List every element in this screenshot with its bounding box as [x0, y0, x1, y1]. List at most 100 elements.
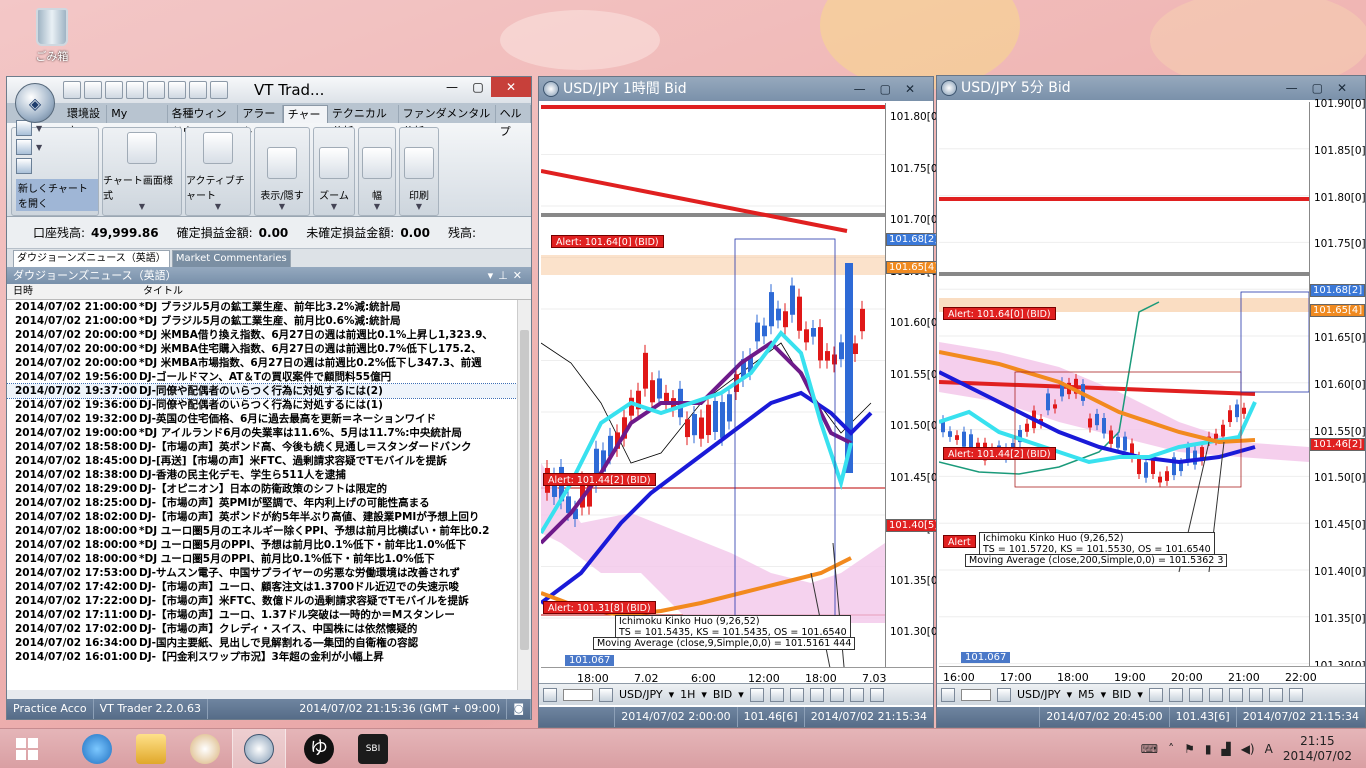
- keyboard-icon[interactable]: ⌨: [1140, 742, 1159, 756]
- news-row[interactable]: 2014/07/02 16:01:00 DJ-【円金利スワップ市況】3年超の金利が…: [7, 650, 531, 664]
- news-row[interactable]: 2014/07/02 17:22:00 DJ-【市場の声】米FTC、数億ドルの過剰…: [7, 594, 531, 608]
- order-icon[interactable]: [1148, 687, 1163, 702]
- tab-dj-news[interactable]: ダウジョーンズニュース（英語）: [13, 250, 170, 267]
- scroll-left-icon[interactable]: [543, 687, 557, 702]
- tab-fundamental[interactable]: ファンダメンタル分析: [399, 105, 496, 138]
- flag-icon[interactable]: ⚑: [1184, 742, 1195, 756]
- close-icon[interactable]: ✕: [1336, 81, 1361, 95]
- news-row[interactable]: 2014/07/02 17:53:00 DJ-サムスン電子、中国サプライヤーの劣悪…: [7, 566, 531, 580]
- news-row[interactable]: 2014/07/02 17:11:00 DJ-【市場の声】ユーロ、1.37ドル突破…: [7, 608, 531, 622]
- news-row[interactable]: 2014/07/02 18:00:00 *DJ ユーロ圏5月のエネルギー除くPPI…: [7, 524, 531, 538]
- side-select[interactable]: BID: [712, 688, 733, 701]
- start-button[interactable]: [0, 729, 54, 768]
- chart-5m-plot[interactable]: Alert: 101.64[0] (BID) Alert: 101.44[2] …: [939, 102, 1309, 668]
- chart-style-button[interactable]: チャート画面様式 ▼: [102, 127, 182, 216]
- ime-indicator[interactable]: A: [1264, 742, 1273, 756]
- taskbar-explorer[interactable]: [124, 729, 178, 768]
- chart-scroll[interactable]: [563, 688, 593, 701]
- active-chart-button[interactable]: アクティブチャート ▼: [185, 127, 251, 216]
- timeframe-select[interactable]: M5: [1078, 688, 1095, 701]
- tab-technical[interactable]: テクニカル分析: [328, 105, 399, 138]
- tool-icon[interactable]: [1288, 687, 1303, 702]
- tab-market-commentaries[interactable]: Market Commentaries: [171, 250, 291, 267]
- taskbar-clock[interactable]: 21:15 2014/07/02: [1282, 734, 1352, 763]
- tool-icon[interactable]: [1168, 687, 1183, 702]
- quick-tool-icon[interactable]: [168, 81, 186, 99]
- tool-icon[interactable]: [1228, 687, 1243, 702]
- news-row[interactable]: 2014/07/02 19:37:00 DJ-同僚や配偶者のいらつく行為に対処する…: [7, 383, 531, 399]
- scroll-left-icon[interactable]: [941, 687, 955, 702]
- tool-icon[interactable]: [789, 687, 804, 702]
- tool-icon[interactable]: [809, 687, 824, 702]
- volume-icon[interactable]: ◀): [1240, 742, 1255, 756]
- col-title[interactable]: タイトル: [143, 286, 183, 297]
- minimize-icon[interactable]: —: [1285, 81, 1312, 95]
- tab-windows[interactable]: 各種ウィンドウ: [168, 105, 239, 138]
- taskbar-app-yu[interactable]: ゆ: [292, 729, 346, 768]
- news-row[interactable]: 2014/07/02 19:32:00 DJ-英国の住宅価格、6月に過去最高を更新…: [7, 412, 531, 426]
- news-row[interactable]: 2014/07/02 18:58:00 DJ-【市場の声】英ポンド高、今後も続く見…: [7, 440, 531, 454]
- news-row[interactable]: 2014/07/02 18:25:00 DJ-【市場の声】英PMIが堅調で、年内利…: [7, 496, 531, 510]
- show-hide-button[interactable]: 表示/隠す ▼: [254, 127, 310, 216]
- alert-label[interactable]: Alert: 101.64[0] (BID): [551, 235, 664, 248]
- close-icon[interactable]: ✕: [512, 269, 527, 282]
- chart-icon[interactable]: [16, 139, 32, 155]
- news-row[interactable]: 2014/07/02 21:00:00 *DJ ブラジル5月の鉱工業生産、前年比3…: [7, 300, 531, 314]
- chart-1h-x-axis[interactable]: 18:00 7.02 6:00 12:00 18:00 7.03: [541, 667, 933, 685]
- news-row[interactable]: 2014/07/02 19:00:00 *DJ アイルランド6月の失業率は11.6…: [7, 426, 531, 440]
- news-row[interactable]: 2014/07/02 19:56:00 DJ-ゴールドマン、AT＆Tの買収案件で顧…: [7, 370, 531, 384]
- quick-tool-icon[interactable]: [189, 81, 207, 99]
- minimize-icon[interactable]: —: [853, 82, 880, 96]
- tool-icon[interactable]: [1248, 687, 1263, 702]
- chart-1h-plot[interactable]: Alert: 101.64[0] (BID) Alert: 101.44[2] …: [541, 103, 885, 669]
- scroll-thumb[interactable]: [520, 330, 529, 650]
- tool-icon[interactable]: [829, 687, 844, 702]
- tool-icon[interactable]: [849, 687, 864, 702]
- taskbar-vt-trader[interactable]: [232, 728, 286, 768]
- tool-icon[interactable]: [769, 687, 784, 702]
- app-orb-button[interactable]: ◈: [15, 83, 55, 123]
- quick-tool-icon[interactable]: [63, 81, 81, 99]
- chart-1h-canvas[interactable]: [541, 103, 885, 669]
- alert-label[interactable]: Alert: 101.44[2] (BID): [543, 473, 656, 486]
- maximize-icon[interactable]: ▢: [879, 82, 905, 96]
- news-row[interactable]: 2014/07/02 20:00:00 *DJ 米MBA借り換え指数、6月27日の…: [7, 328, 531, 342]
- tool-icon[interactable]: [1188, 687, 1203, 702]
- tool-icon[interactable]: [1208, 687, 1223, 702]
- news-scrollbar[interactable]: [517, 300, 531, 690]
- alert-label[interactable]: Alert: 101.44[2] (BID): [943, 447, 1056, 460]
- tab-alerts[interactable]: アラート: [238, 105, 283, 138]
- alert-label[interactable]: Alert: 101.64[0] (BID): [943, 307, 1056, 320]
- taskbar-sbi[interactable]: SBI: [346, 729, 400, 768]
- quick-tool-icon[interactable]: [147, 81, 165, 99]
- maximize-button[interactable]: ▢: [472, 80, 484, 94]
- quick-tool-icon[interactable]: [126, 81, 144, 99]
- news-row[interactable]: 2014/07/02 18:00:00 *DJ ユーロ圏5月のPPI、予想は前月比…: [7, 538, 531, 552]
- news-row[interactable]: 2014/07/02 21:00:00 *DJ ブラジル5月の鉱工業生産、前月比0…: [7, 314, 531, 328]
- side-select[interactable]: BID: [1112, 688, 1132, 701]
- width-button[interactable]: 幅 ▼: [358, 127, 396, 216]
- chart-icon[interactable]: [16, 120, 32, 136]
- news-row[interactable]: 2014/07/02 18:45:00 DJ-[再送]【市場の声】米FTC、過剰請…: [7, 454, 531, 468]
- minimize-button[interactable]: —: [446, 80, 458, 94]
- pin-icon[interactable]: ⊥: [498, 269, 513, 282]
- quick-tool-icon[interactable]: [105, 81, 123, 99]
- chart-5m-canvas[interactable]: [939, 102, 1309, 668]
- news-row[interactable]: 2014/07/02 17:42:00 DJ-【市場の声】ユーロ、顧客注文は1.3…: [7, 580, 531, 594]
- close-icon[interactable]: ✕: [904, 82, 929, 96]
- quick-tool-icon[interactable]: [84, 81, 102, 99]
- recycle-bin-icon[interactable]: ごみ箱: [28, 8, 76, 64]
- tray-expand-icon[interactable]: ˄: [1168, 742, 1175, 756]
- chart-5m-x-axis[interactable]: 16:00 17:00 18:00 19:00 20:00 21:00 22:00: [939, 666, 1365, 684]
- dropdown-icon[interactable]: ▾: [487, 269, 499, 282]
- news-row[interactable]: 2014/07/02 18:00:00 *DJ ユーロ圏5月のPPI、前月比0.1…: [7, 552, 531, 566]
- chart-icon[interactable]: [16, 158, 32, 174]
- tab-chart[interactable]: チャート: [282, 105, 328, 139]
- cursor-tool-icon[interactable]: [1268, 687, 1283, 702]
- news-row[interactable]: 2014/07/02 18:02:00 DJ-【市場の声】英ポンドが約5年半ぶり高…: [7, 510, 531, 524]
- alert-label[interactable]: Alert: 101.31[8] (BID): [543, 601, 656, 614]
- zoom-button[interactable]: ズーム ▼: [313, 127, 355, 216]
- tab-help[interactable]: ヘルプ: [496, 105, 532, 138]
- symbol-select[interactable]: USD/JPY: [1017, 688, 1061, 701]
- print-button[interactable]: 印刷 ▼: [399, 127, 439, 216]
